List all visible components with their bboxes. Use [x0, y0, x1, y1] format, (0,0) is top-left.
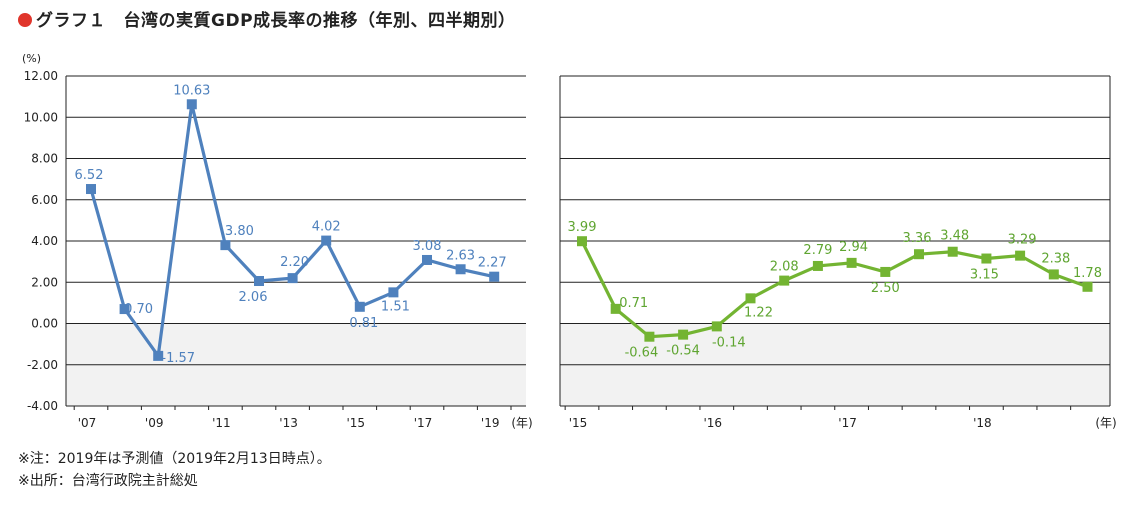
data-point-quarterly — [577, 236, 587, 247]
data-point-annual — [119, 304, 130, 315]
data-point-quarterly — [644, 331, 655, 342]
data-point-quarterly — [880, 266, 891, 277]
data-label-quarterly: -0.64 — [625, 346, 659, 361]
data-label-annual: 2.20 — [280, 255, 309, 270]
data-point-annual — [422, 254, 432, 265]
x-tick-label: '18 — [973, 416, 992, 430]
series-line-quarterly — [580, 240, 1089, 339]
data-label-annual: 10.63 — [173, 83, 210, 98]
data-label-annual: 6.52 — [75, 168, 104, 183]
notes: ※注：2019年は予測値（2019年2月13日時点）。 ※出所：台湾行政院主計総… — [18, 448, 331, 492]
x-tick-label: '13 — [279, 416, 298, 430]
data-point-annual — [321, 235, 332, 246]
data-label-quarterly: -0.14 — [712, 335, 746, 350]
note-source: ※出所：台湾行政院主計総処 — [18, 473, 198, 489]
title-text: グラフ１ 台湾の実質GDP成長率の推移（年別、四半期別） — [36, 11, 516, 31]
data-label-quarterly: 3.48 — [940, 229, 969, 244]
x-axis-unit: (年) — [1095, 416, 1116, 430]
data-label-annual: 4.02 — [312, 220, 341, 235]
data-label-quarterly: 2.79 — [803, 243, 832, 258]
x-tick-label: '17 — [414, 416, 433, 430]
y-tick-label: 8.00 — [31, 152, 58, 166]
y-tick-label: 6.00 — [31, 193, 58, 207]
data-point-quarterly — [846, 257, 857, 268]
data-point-annual — [186, 99, 197, 110]
x-tick-label: '11 — [212, 416, 231, 430]
data-point-annual — [220, 240, 231, 251]
data-label-annual: 2.63 — [446, 248, 475, 263]
y-axis-unit: (%) — [22, 52, 42, 65]
data-point-quarterly — [678, 329, 689, 340]
data-label-quarterly: 1.78 — [1073, 266, 1102, 281]
data-point-quarterly — [947, 246, 958, 257]
data-point-annual — [388, 287, 399, 298]
data-label-annual: 3.80 — [225, 224, 254, 239]
data-label-quarterly: 2.08 — [770, 260, 799, 275]
y-tick-label: 0.00 — [31, 317, 58, 331]
data-label-annual: 2.27 — [478, 256, 507, 271]
data-point-quarterly — [812, 260, 823, 271]
x-tick-label: '15 — [347, 416, 366, 430]
data-point-quarterly — [1048, 269, 1059, 280]
data-label-annual: 3.08 — [413, 239, 442, 254]
data-point-annual — [153, 350, 164, 361]
data-point-quarterly — [711, 321, 722, 332]
data-point-annual — [254, 276, 264, 287]
data-label-quarterly: 3.36 — [903, 231, 932, 246]
data-label-annual: 1.51 — [381, 299, 410, 314]
page-title: グラフ１ 台湾の実質GDP成長率の推移（年別、四半期別） — [18, 6, 516, 31]
x-tick-label: '16 — [704, 416, 723, 430]
x-tick-label: '17 — [838, 416, 857, 430]
data-label-quarterly: 2.94 — [839, 240, 868, 255]
data-label-quarterly: -0.54 — [666, 344, 700, 359]
title-bullet-icon — [18, 13, 32, 27]
data-label-quarterly: 1.22 — [744, 305, 773, 320]
data-point-quarterly — [1082, 281, 1093, 292]
data-label-annual: 0.81 — [349, 316, 378, 331]
y-tick-label: 4.00 — [31, 234, 58, 248]
x-tick-label: '09 — [145, 416, 164, 430]
data-label-quarterly: 3.15 — [970, 268, 999, 283]
data-label-annual: 2.06 — [239, 290, 268, 305]
data-point-quarterly — [1015, 250, 1026, 261]
data-label-quarterly: 0.71 — [619, 296, 648, 311]
data-point-quarterly — [779, 275, 790, 286]
data-point-annual — [86, 184, 96, 195]
x-tick-label: '07 — [78, 416, 97, 430]
y-tick-label: 12.00 — [24, 69, 58, 83]
data-point-quarterly — [745, 293, 756, 304]
x-tick-label: '15 — [569, 416, 588, 430]
x-axis-unit: (年) — [511, 416, 532, 430]
data-label-quarterly: 2.38 — [1041, 251, 1070, 266]
data-point-quarterly — [914, 249, 924, 260]
series-line-annual — [89, 102, 495, 358]
data-label-annual: 0.70 — [124, 302, 153, 317]
y-tick-label: -4.00 — [27, 399, 58, 413]
data-point-annual — [455, 264, 466, 275]
data-point-quarterly — [610, 303, 621, 314]
y-tick-label: 2.00 — [31, 275, 58, 289]
data-label-quarterly: 2.50 — [871, 281, 900, 296]
data-point-quarterly — [981, 253, 992, 264]
data-label-quarterly: 3.29 — [1008, 233, 1037, 248]
data-label-quarterly: 3.99 — [568, 220, 597, 235]
note-forecast: ※注：2019年は予測値（2019年2月13日時点）。 — [18, 451, 331, 467]
x-tick-label: '19 — [481, 416, 500, 430]
data-label-annual: -1.57 — [161, 351, 195, 366]
y-tick-label: 10.00 — [24, 110, 58, 124]
data-point-annual — [287, 273, 298, 284]
data-point-annual — [489, 271, 500, 282]
y-tick-label: -2.00 — [27, 358, 58, 372]
data-point-annual — [354, 301, 365, 312]
